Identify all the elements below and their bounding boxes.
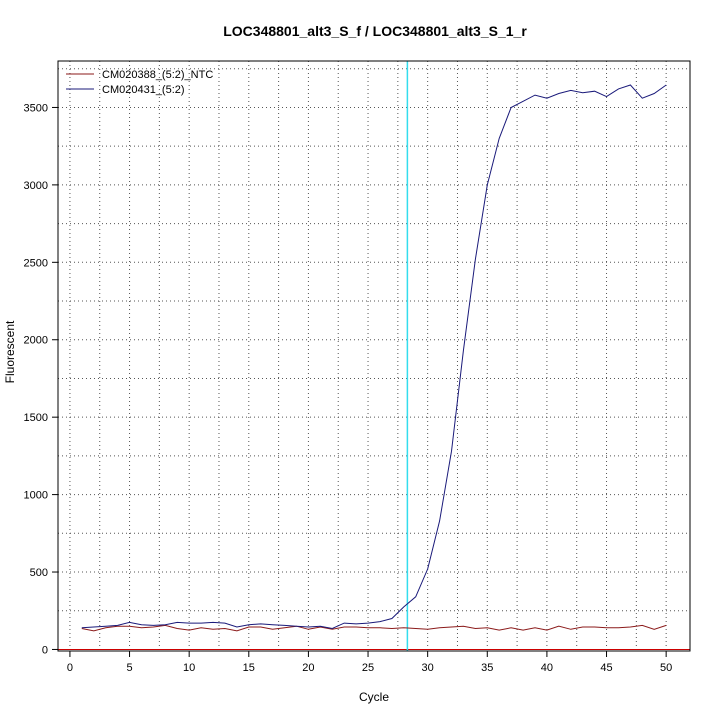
y-axis: 0 500 1000 1500 2000 2500 3000 3500	[24, 102, 58, 656]
chart-title: LOC348801_alt3_S_f / LOC348801_alt3_S_1_…	[223, 23, 527, 39]
series-lines	[81, 84, 667, 632]
x-tick-label: 5	[126, 662, 132, 674]
y-axis-label: Fluorescent	[3, 320, 17, 383]
plot-frame	[57, 60, 691, 652]
x-tick-label: 40	[541, 662, 553, 674]
y-tick-label: 2500	[24, 257, 48, 269]
y-tick-label: 3000	[24, 180, 48, 192]
y-tick-label: 0	[42, 644, 48, 656]
legend: CM020388_(5:2)_NTC CM020431_(5:2)	[66, 69, 213, 96]
x-tick-label: 20	[302, 662, 314, 674]
legend-label: CM020431_(5:2)	[102, 84, 185, 96]
x-tick-label: 30	[422, 662, 434, 674]
x-tick-label: 25	[362, 662, 374, 674]
x-axis: 0 5 10 15 20 25 30 35 40 45 50	[67, 651, 672, 674]
x-tick-label: 15	[243, 662, 255, 674]
y-tick-label: 3500	[24, 102, 48, 114]
x-tick-label: 0	[67, 662, 73, 674]
series-line-2	[81, 84, 667, 630]
x-tick-label: 10	[183, 662, 195, 674]
y-tick-label: 2000	[24, 335, 48, 347]
reference-lines	[58, 61, 690, 651]
y-tick-label: 500	[30, 567, 48, 579]
legend-label: CM020388_(5:2)_NTC	[102, 69, 213, 81]
x-axis-label: Cycle	[359, 690, 389, 704]
y-tick-label: 1000	[24, 490, 48, 502]
x-tick-label: 50	[660, 662, 672, 674]
x-tick-label: 35	[481, 662, 493, 674]
y-tick-label: 1500	[24, 412, 48, 424]
grid	[58, 61, 690, 651]
series-line-1	[81, 624, 667, 632]
x-tick-label: 45	[600, 662, 612, 674]
